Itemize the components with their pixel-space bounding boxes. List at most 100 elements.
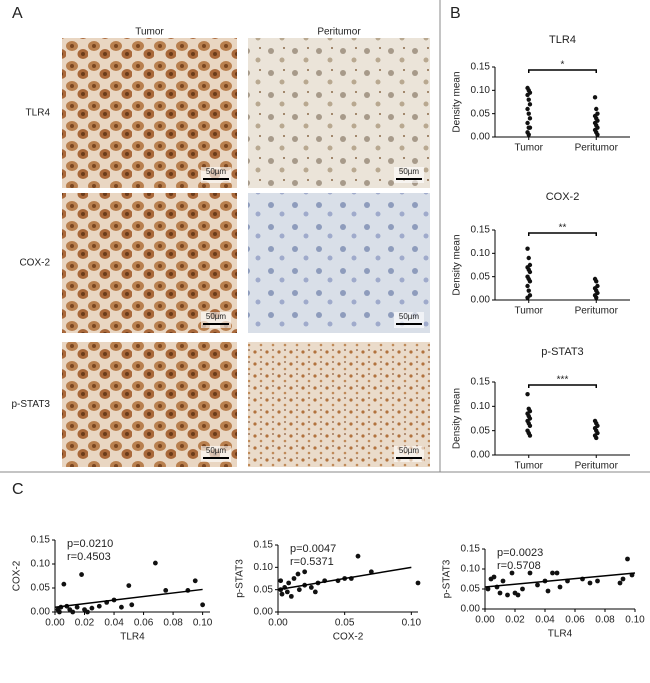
y-tick-label: 0.00 bbox=[471, 450, 491, 461]
point bbox=[625, 556, 630, 562]
point bbox=[279, 591, 285, 597]
point bbox=[284, 589, 290, 595]
x-tick-label: Tumor bbox=[514, 306, 543, 317]
y-tick-label: 0.15 bbox=[471, 225, 491, 236]
micrograph bbox=[62, 38, 237, 188]
y-tick-label: 0.10 bbox=[471, 248, 491, 259]
dot bbox=[525, 295, 530, 300]
point bbox=[152, 560, 158, 566]
point bbox=[79, 572, 84, 577]
point bbox=[163, 588, 169, 593]
scale-bar-label: 50µm bbox=[206, 167, 227, 176]
micrograph bbox=[248, 193, 430, 333]
stat-annotation: r=0.5371 bbox=[290, 556, 334, 568]
x-tick-label: 0.00 bbox=[45, 618, 65, 629]
row-label: COX-2 bbox=[19, 258, 50, 269]
point bbox=[85, 609, 90, 615]
x-tick-label: Peritumor bbox=[575, 143, 619, 154]
dot bbox=[527, 269, 533, 275]
x-tick-label: 0.04 bbox=[104, 618, 124, 629]
point bbox=[491, 574, 497, 580]
column-label: Peritumor bbox=[317, 27, 361, 38]
y-tick-label: 0.05 bbox=[254, 584, 274, 595]
point bbox=[368, 569, 374, 575]
y-tick-label: 0.05 bbox=[461, 584, 481, 595]
x-tick-label: 0.08 bbox=[163, 618, 183, 629]
x-tick-label: 0.00 bbox=[268, 618, 288, 629]
trendline bbox=[484, 572, 636, 588]
dot bbox=[594, 295, 599, 300]
point bbox=[286, 580, 292, 586]
y-tick-label: 0.00 bbox=[31, 607, 51, 618]
y-axis-label: Density mean bbox=[452, 388, 463, 449]
point bbox=[554, 570, 560, 576]
dot bbox=[527, 116, 533, 121]
point bbox=[70, 609, 76, 615]
y-tick-label: 0.15 bbox=[461, 544, 481, 555]
point bbox=[129, 602, 135, 608]
dot bbox=[592, 95, 598, 100]
y-tick-label: 0.15 bbox=[254, 540, 274, 551]
x-tick-label: 0.02 bbox=[75, 618, 95, 629]
panel-label: B bbox=[450, 5, 461, 22]
y-tick-label: 0.05 bbox=[471, 271, 491, 282]
dot bbox=[527, 279, 533, 284]
point bbox=[557, 584, 563, 590]
trendline bbox=[54, 588, 203, 608]
y-tick-label: 0.05 bbox=[471, 108, 491, 119]
micrograph bbox=[248, 38, 430, 188]
y-tick-label: 0.10 bbox=[461, 564, 481, 575]
stat-annotation: r=0.5708 bbox=[497, 560, 541, 572]
dot bbox=[594, 106, 599, 112]
dot bbox=[525, 92, 530, 98]
dot bbox=[525, 391, 530, 397]
point bbox=[126, 583, 132, 588]
dot bbox=[526, 97, 531, 102]
y-axis-label: p-STAT3 bbox=[442, 559, 453, 598]
y-tick-label: 0.00 bbox=[471, 295, 491, 306]
row-label: TLR4 bbox=[26, 108, 51, 119]
y-axis-label: Density mean bbox=[452, 71, 463, 132]
y-tick-label: 0.15 bbox=[471, 377, 491, 388]
scale-bar-label: 50µm bbox=[206, 446, 227, 455]
dot bbox=[525, 246, 530, 251]
point bbox=[57, 609, 62, 615]
dot bbox=[525, 106, 530, 112]
point bbox=[497, 590, 503, 596]
y-tick-label: 0.10 bbox=[471, 401, 491, 412]
significance-bracket bbox=[528, 232, 597, 236]
y-tick-label: 0.00 bbox=[254, 607, 274, 618]
point bbox=[200, 602, 206, 608]
row-label: p-STAT3 bbox=[11, 399, 50, 410]
point bbox=[620, 576, 626, 582]
significance-label: *** bbox=[557, 375, 569, 386]
micrograph bbox=[62, 193, 237, 333]
scale-bar-label: 50µm bbox=[206, 312, 227, 321]
scale-bar-label: 50µm bbox=[399, 446, 420, 455]
significance-label: * bbox=[561, 60, 565, 71]
chart-title: TLR4 bbox=[549, 34, 576, 46]
y-axis-label: COX-2 bbox=[12, 560, 23, 591]
stat-annotation: p=0.0210 bbox=[67, 538, 113, 550]
point bbox=[500, 578, 506, 584]
point bbox=[617, 580, 623, 586]
dot bbox=[526, 132, 531, 137]
point bbox=[74, 604, 80, 610]
x-tick-label: 0.10 bbox=[402, 618, 422, 629]
x-tick-label: 0.00 bbox=[475, 615, 495, 626]
x-tick-label: Tumor bbox=[514, 143, 543, 154]
point bbox=[291, 576, 297, 581]
x-tick-label: 0.02 bbox=[505, 615, 525, 626]
y-tick-label: 0.05 bbox=[471, 425, 491, 436]
point bbox=[509, 570, 515, 576]
panel-label: A bbox=[12, 5, 23, 22]
dot bbox=[526, 111, 531, 116]
stat-annotation: p=0.0047 bbox=[290, 543, 336, 555]
point bbox=[308, 585, 314, 590]
x-tick-label: 0.06 bbox=[565, 615, 585, 626]
point bbox=[96, 603, 102, 609]
x-axis-label: TLR4 bbox=[120, 632, 145, 643]
point bbox=[89, 605, 95, 611]
